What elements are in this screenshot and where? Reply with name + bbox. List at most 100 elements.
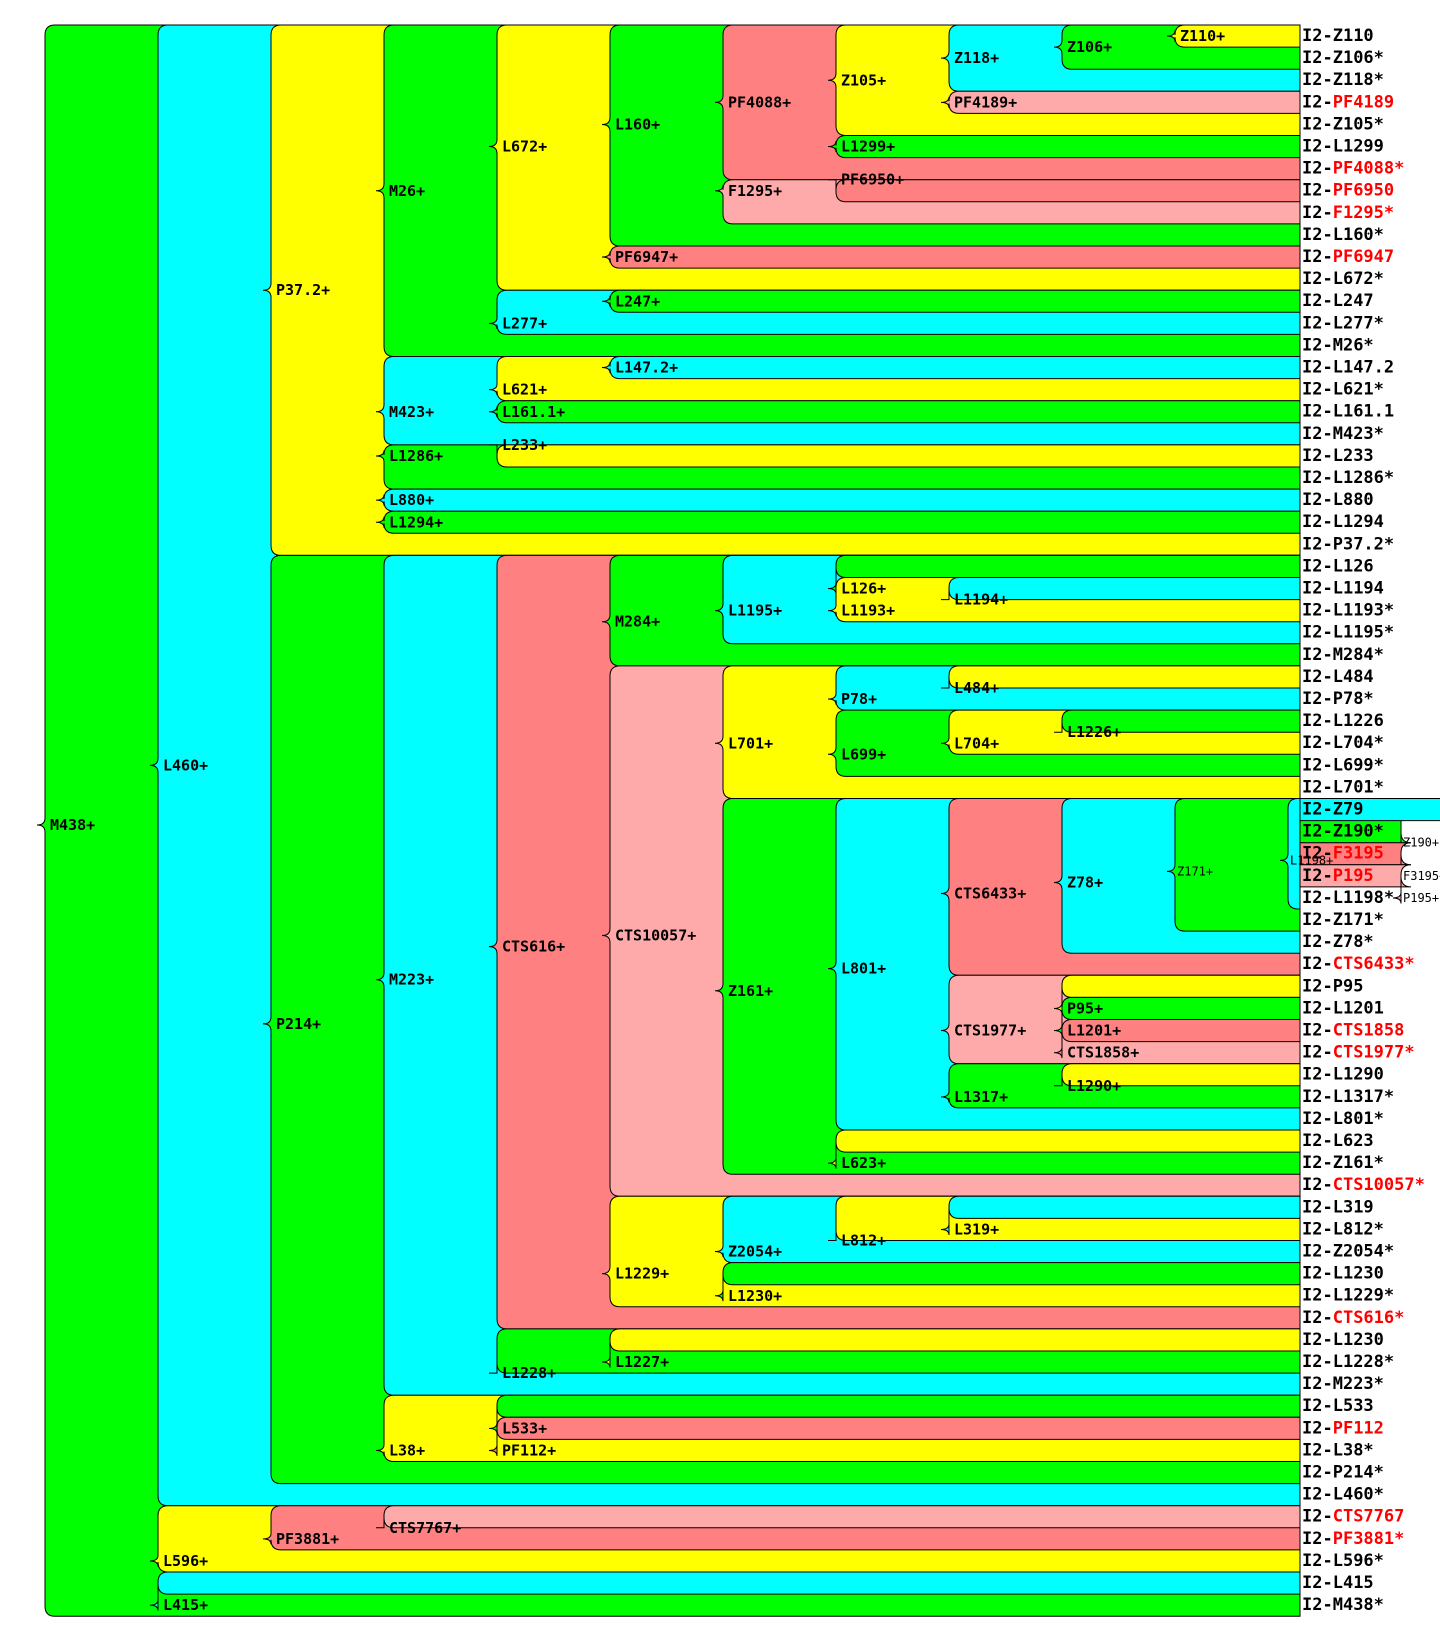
branch-label-z105: Z105+ (841, 71, 886, 89)
branch-label-l1201: L1201+ (1067, 1022, 1121, 1040)
leaf-label-i2-l812: I2-L812* (1302, 1219, 1384, 1239)
leaf-label-i2-pf6950: I2-PF6950 (1302, 181, 1394, 201)
leaf-label-i2-z118: I2-Z118* (1302, 70, 1384, 90)
leaf-label-i2-l1290: I2-L1290 (1302, 1065, 1384, 1085)
leaf-label-i2-m423: I2-M423* (1302, 424, 1384, 444)
branch-label-z118: Z118+ (954, 49, 999, 67)
leaf-label-i2-z2054: I2-Z2054* (1302, 1242, 1394, 1262)
branch-label-l126: L126+ (841, 580, 886, 598)
leaf-label-i2-l319: I2-L319 (1302, 1197, 1374, 1217)
branch-box-l1201 (1053, 996, 1301, 1037)
leaf-label-i2-z171: I2-Z171* (1302, 910, 1384, 930)
leaf-label-i2-pf6947: I2-PF6947 (1302, 247, 1394, 267)
branch-labels: M438+ L460+ P37.2+ M26+ L672+ L160+ PF4088+ Z10… (50, 27, 1440, 1614)
branch-label-pf6950: PF6950+ (841, 171, 904, 189)
branch-label-p78: P78+ (841, 690, 877, 708)
branch-box-l1299 (827, 135, 1301, 159)
branch-label-z161: Z161+ (728, 982, 773, 1000)
branch-box-l247 (601, 289, 1301, 313)
leaf-label-i2-l701: I2-L701* (1302, 777, 1384, 797)
branch-box-l1227 (601, 1328, 1301, 1368)
branch-box-l533 (488, 1394, 1301, 1434)
branch-label-m438: M438+ (50, 816, 95, 834)
branch-label-p214: P214+ (276, 1015, 321, 1033)
branch-label-l147-2: L147.2+ (615, 359, 678, 377)
branch-label-l623: L623+ (841, 1154, 886, 1172)
leaf-label-i2-m438: I2-M438* (1302, 1595, 1384, 1615)
branch-label-l484: L484+ (954, 679, 999, 697)
branch-label-l319: L319+ (954, 1220, 999, 1238)
leaf-label-i2-z78: I2-Z78* (1302, 932, 1374, 952)
branch-label-l247: L247+ (615, 292, 660, 310)
branch-box-pf112 (488, 1416, 1301, 1457)
leaf-label-i2-l160: I2-L160* (1302, 225, 1384, 245)
branch-label-l812: L812+ (841, 1232, 886, 1250)
branch-boxes (36, 24, 1440, 1617)
leaf-label-i2-p195: I2-P195 (1302, 866, 1374, 886)
branch-label-l161-1: L161.1+ (502, 403, 565, 421)
leaf-label-i2-p78: I2-P78* (1302, 689, 1374, 709)
branch-label-z190: Z190+ (1403, 836, 1439, 850)
leaf-label-i2-l533: I2-L533 (1302, 1396, 1374, 1416)
leaf-label-i2-l1294: I2-L1294 (1302, 512, 1384, 532)
leaf-label-i2-l233: I2-L233 (1302, 446, 1374, 466)
branch-box-z171 (1166, 798, 1301, 932)
branch-label-l1198: L1198+ (1290, 853, 1333, 867)
branch-box-l484 (940, 665, 1301, 689)
branch-label-p37-2: P37.2+ (276, 281, 330, 299)
branch-label-cts7767: CTS7767+ (389, 1519, 461, 1537)
leaf-label-i2-l704: I2-L704* (1302, 733, 1384, 753)
branch-box-pf6947 (601, 245, 1301, 269)
leaf-label-i2-z105: I2-Z105* (1302, 114, 1384, 134)
leaf-label-i2-l277: I2-L277* (1302, 313, 1384, 333)
leaf-label-i2-z110: I2-Z110 (1302, 26, 1374, 46)
branch-label-z171: Z171+ (1177, 864, 1213, 878)
leaf-label-i2-l415: I2-L415 (1302, 1573, 1374, 1593)
branch-label-l160: L160+ (615, 115, 660, 133)
branch-label-l596: L596+ (163, 1552, 208, 1570)
branch-box-l1294 (375, 510, 1301, 534)
branch-label-l801: L801+ (841, 960, 886, 978)
branch-box-p95 (1053, 974, 1301, 1015)
leaf-label-i2-z190: I2-Z190* (1302, 822, 1384, 842)
leaf-label-i2-l126: I2-L126 (1302, 556, 1374, 576)
leaf-label-i2-z79: I2-Z79 (1302, 800, 1363, 820)
branch-box-l233 (488, 444, 1301, 468)
branch-label-l1193: L1193+ (841, 602, 895, 620)
leaf-label-i2-l161-1: I2-L161.1 (1302, 402, 1394, 422)
leaf-label-i2-l147-2: I2-L147.2 (1302, 358, 1394, 378)
branch-box-l147-2 (601, 356, 1301, 380)
branch-box-l126 (827, 554, 1301, 595)
branch-box-cts1858 (1053, 1019, 1301, 1059)
branch-label-pf112: PF112+ (502, 1441, 556, 1459)
branch-label-cts616: CTS616+ (502, 938, 565, 956)
leaf-label-i2-cts6433: I2-CTS6433* (1302, 954, 1415, 974)
leaf-label-i2-l1198: I2-L1198* (1302, 888, 1394, 908)
leaf-label-i2-z106: I2-Z106* (1302, 48, 1384, 68)
leaf-label-i2-cts7767: I2-CTS7767 (1302, 1507, 1404, 1527)
branch-box-l415 (149, 1571, 1301, 1611)
leaf-label-i2-l38: I2-L38* (1302, 1440, 1374, 1460)
leaf-label-i2-l621: I2-L621* (1302, 380, 1384, 400)
leaf-label-i2-l880: I2-L880 (1302, 490, 1374, 510)
branch-label-l1195: L1195+ (728, 602, 782, 620)
leaf-label-i2-l1317: I2-L1317* (1302, 1087, 1394, 1107)
branch-label-cts1977: CTS1977+ (954, 1022, 1026, 1040)
branch-label-l1194: L1194+ (954, 591, 1008, 609)
leaf-label-i2-p37-2: I2-P37.2* (1302, 534, 1394, 554)
branch-label-p195: P195+ (1403, 891, 1439, 905)
leaf-label-i2-cts1977: I2-CTS1977* (1302, 1043, 1415, 1063)
leaf-label-i2-l1286: I2-L1286* (1302, 468, 1394, 488)
branch-label-f3195: F3195+ (1403, 869, 1440, 883)
branch-label-l415: L415+ (163, 1596, 208, 1614)
branch-label-l699: L699+ (841, 745, 886, 763)
branch-box-z79 (1299, 798, 1440, 822)
leaf-label-i2-pf4088: I2-PF4088* (1302, 159, 1404, 179)
branch-label-l621: L621+ (502, 381, 547, 399)
leaf-label-i2-l596: I2-L596* (1302, 1551, 1384, 1571)
branch-label-l1228: L1228+ (502, 1364, 556, 1382)
leaf-label-i2-cts10057: I2-CTS10057* (1302, 1175, 1425, 1195)
branch-label-l672: L672+ (502, 138, 547, 156)
branch-label-m423: M423+ (389, 403, 434, 421)
